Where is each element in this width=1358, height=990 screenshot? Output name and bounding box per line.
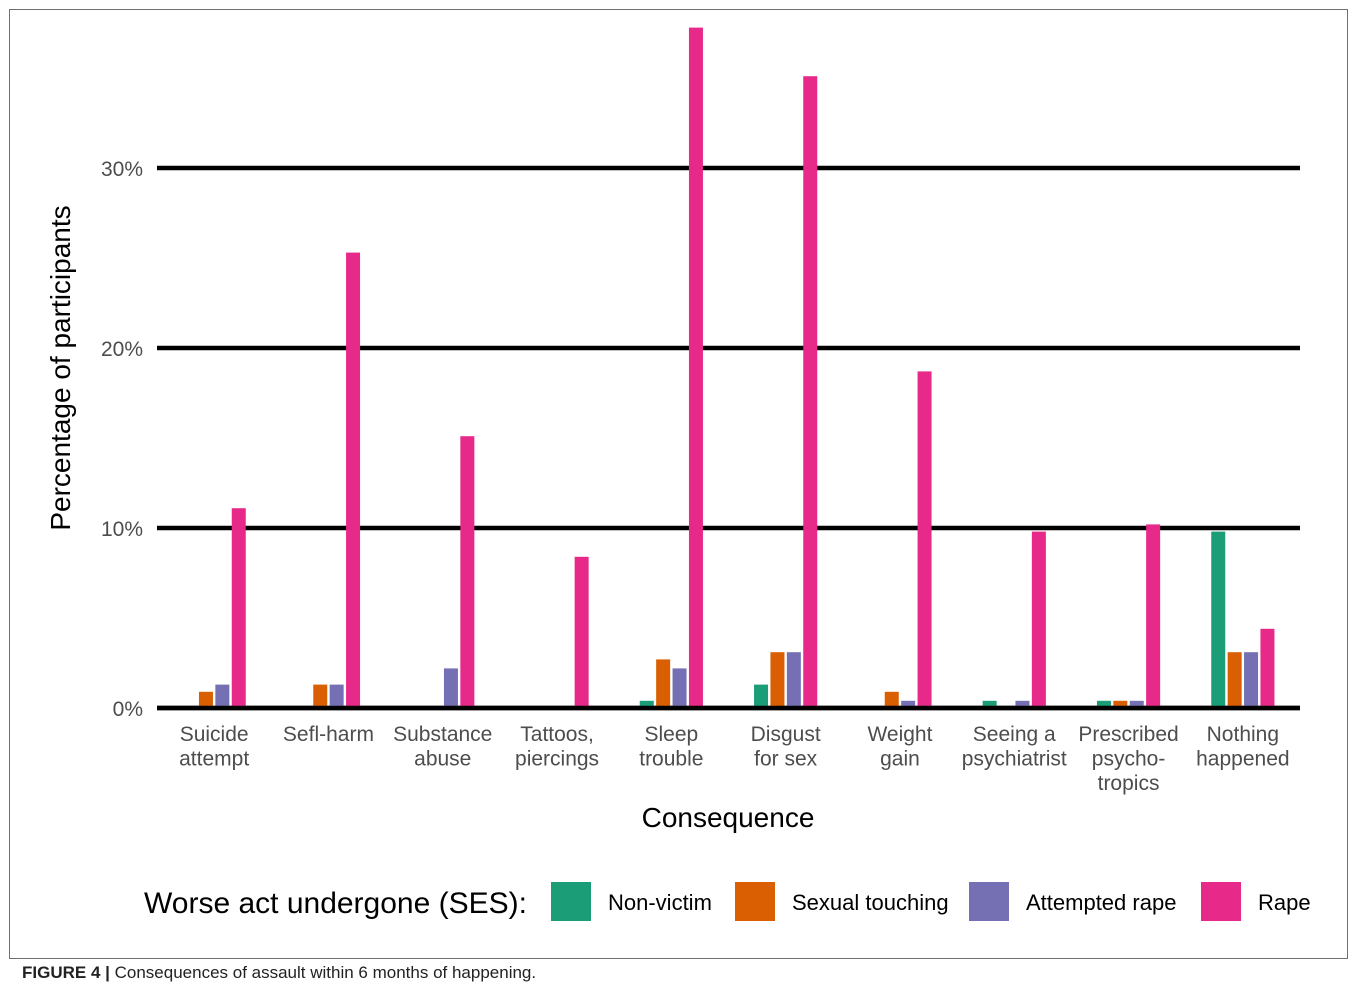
bar-non-victim bbox=[1211, 531, 1226, 708]
bar-attempted-rape bbox=[1129, 700, 1144, 708]
bars bbox=[157, 27, 1300, 711]
x-tick-label: Disgust for sex bbox=[751, 723, 821, 771]
legend-swatch-non-victim bbox=[551, 882, 591, 921]
x-tick-label: Weight gain bbox=[867, 723, 932, 771]
bar-non-victim bbox=[754, 684, 769, 708]
bar-sexual-touching bbox=[656, 659, 671, 708]
bar-attempted-rape bbox=[901, 700, 916, 708]
y-tick-label: 10% bbox=[101, 518, 143, 541]
x-tick-label: Tattoos, piercings bbox=[515, 723, 599, 771]
x-tick-label: Nothing happened bbox=[1196, 723, 1289, 771]
legend-label: Rape bbox=[1258, 890, 1311, 915]
x-tick-label: Substance abuse bbox=[393, 723, 492, 771]
bar-rape bbox=[1031, 531, 1046, 708]
bar-sexual-touching bbox=[313, 684, 328, 708]
legend-title: Worse act undergone (SES): bbox=[144, 887, 527, 920]
bar-attempted-rape bbox=[786, 652, 801, 708]
bar-attempted-rape bbox=[215, 684, 230, 708]
bar-attempted-rape bbox=[1015, 700, 1030, 708]
x-tick-label: Prescribed psycho-tropics bbox=[1078, 723, 1178, 795]
bar-attempted-rape bbox=[443, 668, 458, 708]
bar-non-victim bbox=[982, 700, 997, 708]
bar-attempted-rape bbox=[1244, 652, 1259, 708]
bar-sexual-touching bbox=[1227, 652, 1242, 708]
bar-rape bbox=[803, 76, 818, 708]
bar-attempted-rape bbox=[329, 684, 344, 708]
bar-rape bbox=[231, 508, 246, 708]
x-tick-label: Seeing a psychiatrist bbox=[962, 723, 1067, 771]
bar-sexual-touching bbox=[884, 691, 899, 708]
y-tick-label: 30% bbox=[101, 158, 143, 181]
bar-non-victim bbox=[639, 700, 654, 708]
bar-rape bbox=[1260, 628, 1275, 708]
legend-swatch-attempted-rape bbox=[969, 882, 1009, 921]
bar-sexual-touching bbox=[1113, 700, 1128, 708]
legend: Worse act undergone (SES): Non-victim Sex… bbox=[144, 882, 1311, 921]
caption-text: Consequences of assault within 6 months … bbox=[109, 963, 537, 982]
x-tick-label: Suicide attempt bbox=[179, 723, 249, 771]
y-axis-ticks: 0% 10% 20% 30% bbox=[101, 158, 143, 721]
legend-label: Attempted rape bbox=[1026, 890, 1176, 915]
legend-swatch-sexual-touching bbox=[735, 882, 775, 921]
x-axis-ticks: Suicide attempt Sefl-harm Substance abuse Tat… bbox=[179, 723, 1289, 795]
bar-rape bbox=[460, 436, 475, 708]
y-axis-title: Percentage of participants bbox=[45, 205, 76, 530]
bar-chart: 0% 10% 20% 30% Suicide attempt Sefl-harm Subst… bbox=[45, 27, 1311, 921]
bar-rape bbox=[917, 371, 932, 708]
figure-frame bbox=[9, 9, 1348, 959]
gridlines bbox=[157, 165, 1300, 711]
x-axis-title: Consequence bbox=[642, 802, 815, 833]
bar-rape bbox=[574, 556, 589, 708]
bar-non-victim bbox=[1096, 700, 1111, 708]
bar-rape bbox=[1146, 524, 1161, 708]
y-tick-label: 20% bbox=[101, 338, 143, 361]
bar-attempted-rape bbox=[672, 668, 687, 708]
figure-caption: FIGURE 4 | Consequences of assault withi… bbox=[22, 963, 536, 983]
legend-swatch-rape bbox=[1201, 882, 1241, 921]
x-tick-label: Sefl-harm bbox=[283, 723, 374, 746]
legend-label: Non-victim bbox=[608, 890, 712, 915]
y-tick-label: 0% bbox=[113, 698, 143, 721]
bar-sexual-touching bbox=[770, 652, 785, 708]
bar-rape bbox=[688, 27, 703, 709]
bar-rape bbox=[346, 252, 361, 708]
bar-sexual-touching bbox=[198, 691, 213, 708]
caption-label: FIGURE 4 | bbox=[22, 963, 110, 982]
legend-label: Sexual touching bbox=[792, 890, 949, 915]
x-tick-label: Sleep trouble bbox=[639, 723, 703, 771]
